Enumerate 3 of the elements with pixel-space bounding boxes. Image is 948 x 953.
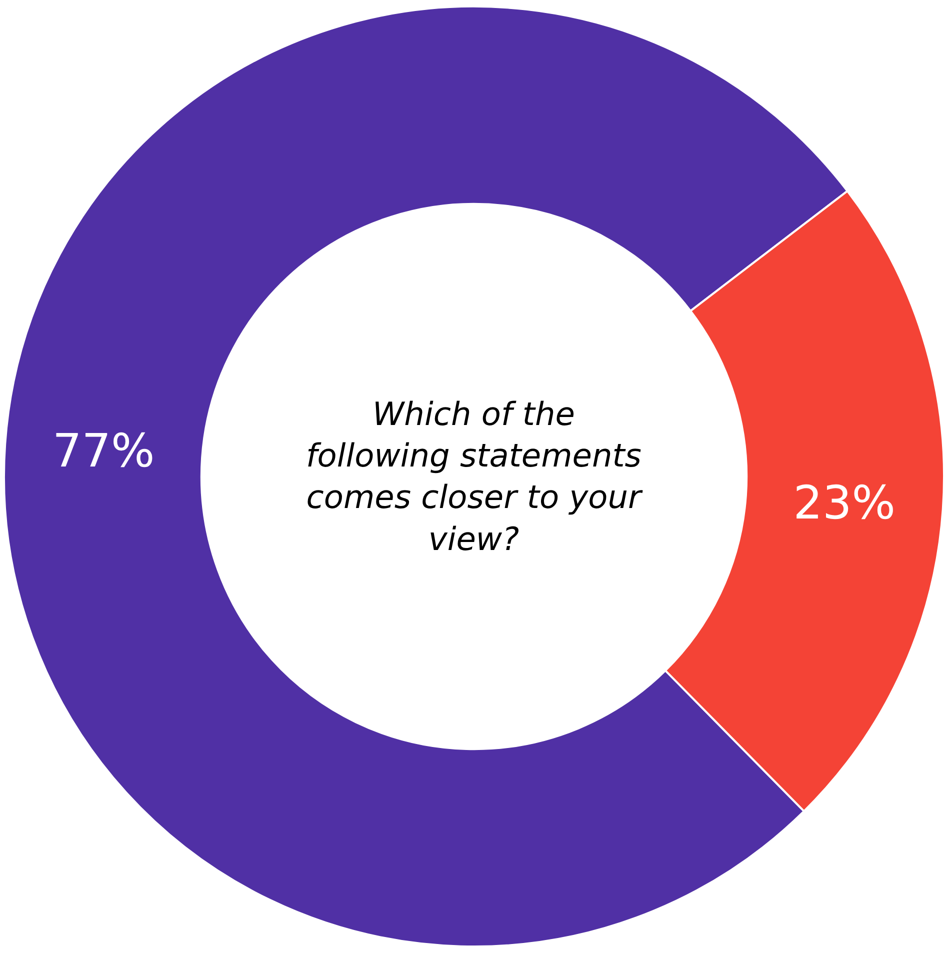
- text: Which of the following statements comes closer to your view?: [306, 395, 644, 558]
- data-label: 77%: [52, 424, 155, 478]
- data-label: 23%: [793, 475, 896, 530]
